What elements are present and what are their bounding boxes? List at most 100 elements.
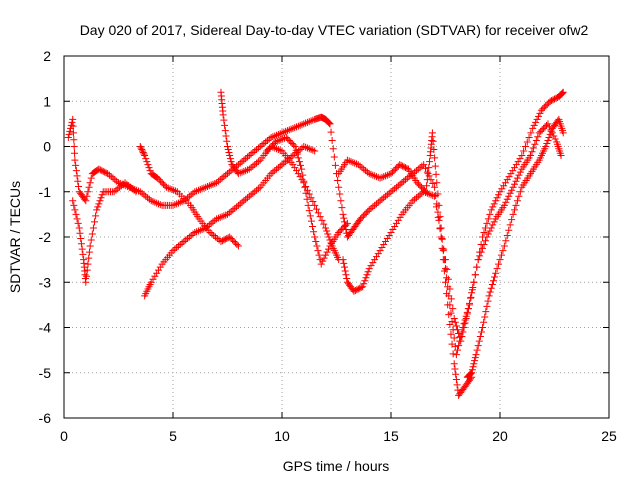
data-point	[358, 213, 366, 221]
data-point	[96, 166, 104, 174]
data-point	[144, 161, 152, 169]
data-point	[418, 183, 426, 191]
data-point	[473, 263, 481, 271]
data-point	[385, 231, 393, 239]
data-point	[364, 207, 372, 215]
data-point	[482, 308, 490, 316]
data-point	[543, 139, 551, 147]
data-point	[98, 167, 106, 175]
data-point	[341, 222, 349, 230]
data-point	[543, 100, 551, 108]
data-point	[298, 165, 306, 173]
data-point	[75, 224, 83, 232]
data-point	[451, 318, 459, 326]
data-point	[204, 222, 212, 230]
data-point	[423, 189, 431, 197]
data-point	[376, 174, 384, 182]
data-point	[509, 183, 517, 191]
data-point	[309, 116, 317, 124]
data-point	[423, 176, 431, 184]
data-point	[298, 121, 306, 129]
data-point	[280, 159, 288, 167]
data-point	[425, 190, 433, 198]
data-point	[267, 143, 275, 150]
data-point	[300, 120, 308, 128]
data-point	[304, 201, 312, 209]
y-tick-label: -2	[39, 229, 52, 245]
data-point	[173, 200, 181, 208]
data-point	[455, 342, 463, 350]
data-point	[247, 150, 255, 158]
data-point	[470, 278, 478, 286]
data-point	[416, 191, 424, 199]
data-point	[512, 201, 520, 209]
data-point	[466, 370, 474, 378]
data-point	[414, 165, 422, 173]
data-point	[339, 256, 347, 264]
data-point	[341, 267, 349, 275]
data-point	[498, 185, 506, 193]
data-point	[224, 234, 232, 242]
data-point	[88, 230, 96, 238]
data-point	[145, 164, 153, 172]
data-point	[363, 168, 371, 176]
data-point	[260, 139, 268, 147]
data-point	[411, 168, 419, 176]
data-point	[157, 177, 165, 185]
data-point	[189, 230, 197, 238]
data-point	[313, 205, 321, 213]
data-point	[452, 370, 460, 378]
data-point	[336, 190, 344, 198]
data-point	[282, 133, 290, 141]
data-point	[206, 228, 214, 236]
data-point	[151, 272, 159, 280]
data-point	[442, 265, 449, 273]
data-point	[503, 176, 511, 184]
data-point	[302, 182, 310, 190]
data-point	[453, 381, 461, 389]
data-point	[234, 242, 242, 250]
data-point	[208, 230, 216, 238]
data-point	[509, 210, 517, 218]
data-point	[242, 195, 250, 203]
data-point	[289, 161, 297, 169]
data-point	[467, 370, 475, 378]
data-point	[227, 158, 235, 166]
data-point	[495, 260, 503, 268]
data-point	[474, 342, 482, 350]
data-point	[367, 262, 375, 270]
data-point	[431, 162, 439, 170]
data-point	[83, 192, 91, 200]
data-point	[72, 167, 80, 175]
data-point	[283, 156, 291, 164]
data-point	[236, 169, 244, 177]
data-point	[251, 188, 259, 196]
data-point	[412, 194, 420, 202]
data-point	[240, 197, 248, 205]
data-point	[182, 236, 190, 244]
data-point	[227, 207, 235, 215]
data-point	[113, 177, 121, 185]
data-point	[453, 326, 461, 334]
data-point	[513, 174, 521, 182]
data-point	[296, 121, 304, 129]
data-point	[243, 153, 251, 161]
data-point	[464, 305, 472, 313]
data-point	[359, 283, 367, 291]
data-point	[442, 256, 449, 264]
data-point	[394, 216, 402, 224]
data-point	[345, 157, 353, 165]
data-point	[409, 197, 417, 205]
data-point	[340, 259, 348, 267]
data-point	[289, 124, 297, 132]
data-point	[97, 194, 105, 202]
data-point	[423, 182, 431, 190]
data-point	[69, 129, 77, 137]
data-point	[166, 185, 174, 193]
data-point	[71, 206, 79, 214]
data-point	[479, 244, 487, 252]
data-point	[340, 214, 348, 222]
data-point	[402, 176, 410, 184]
data-point	[280, 128, 288, 136]
data-point	[424, 170, 432, 178]
